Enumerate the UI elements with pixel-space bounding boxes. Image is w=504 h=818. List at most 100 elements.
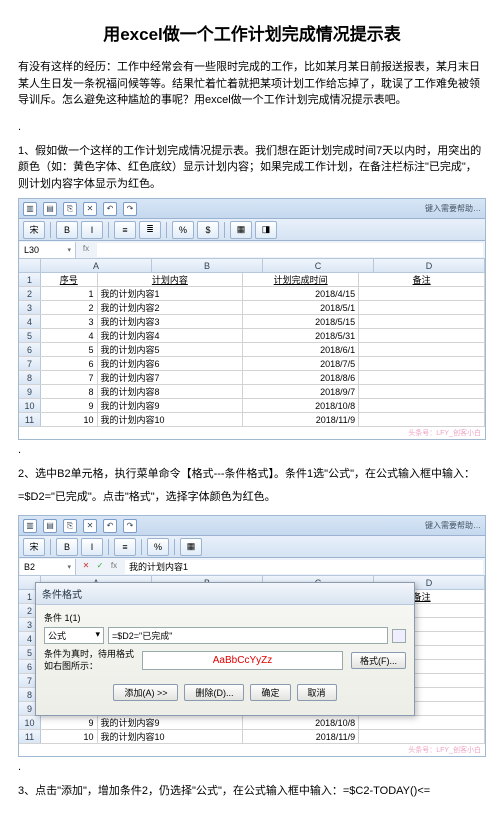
cell[interactable]: 5	[41, 343, 98, 356]
cell[interactable]: 9	[41, 716, 98, 729]
cell[interactable]: 7	[41, 371, 98, 384]
qat-icon[interactable]: ▥	[23, 202, 37, 216]
cell[interactable]: 2018/8/6	[243, 371, 359, 384]
cell[interactable]: 我的计划内容10	[98, 413, 244, 426]
cell[interactable]: 10	[41, 413, 98, 426]
cell[interactable]: 我的计划内容1	[98, 287, 244, 300]
col-header[interactable]: C	[263, 259, 374, 272]
delete-condition-button[interactable]: 删除(D)...	[184, 684, 244, 701]
cell[interactable]: 1	[41, 287, 98, 300]
toolbar-btn[interactable]: I	[81, 538, 103, 556]
qat-icon[interactable]: ▤	[43, 519, 57, 533]
cell[interactable]: 3	[41, 315, 98, 328]
toolbar-btn[interactable]: ▦	[180, 538, 202, 556]
header-cell[interactable]: 计划完成时间	[243, 273, 359, 286]
header-cell[interactable]: 备注	[359, 273, 485, 286]
toolbar-btn[interactable]: ≣	[139, 221, 161, 239]
qat-icon[interactable]: ▤	[43, 202, 57, 216]
toolbar-btn[interactable]: ≡	[114, 538, 136, 556]
formula-input[interactable]	[97, 243, 483, 257]
range-picker-icon[interactable]	[392, 629, 406, 643]
row-header[interactable]: 3	[19, 301, 41, 314]
row-header[interactable]: 6	[19, 343, 41, 356]
qat-icon[interactable]: ↷	[123, 202, 137, 216]
cell[interactable]	[359, 287, 485, 300]
font-btn[interactable]: 宋	[23, 221, 45, 239]
cell[interactable]: 2018/4/15	[243, 287, 359, 300]
row-header[interactable]: 11	[19, 413, 41, 426]
cell[interactable]	[359, 343, 485, 356]
cell[interactable]	[359, 413, 485, 426]
cell[interactable]	[359, 385, 485, 398]
toolbar-btn[interactable]: ≡	[114, 221, 136, 239]
cancel-button[interactable]: 取消	[297, 684, 337, 701]
qat-icon[interactable]: ✕	[83, 202, 97, 216]
toolbar-btn[interactable]: %	[147, 538, 169, 556]
col-header[interactable]: B	[152, 259, 263, 272]
cell[interactable]: 我的计划内容2	[98, 301, 244, 314]
row-header[interactable]: 10	[19, 716, 41, 729]
name-box[interactable]: B2▾	[20, 559, 76, 575]
accept-icon[interactable]: ✓	[94, 561, 106, 573]
row-header[interactable]: 2	[19, 287, 41, 300]
cell[interactable]	[359, 730, 485, 743]
cell[interactable]: 我的计划内容9	[98, 399, 244, 412]
formula-input[interactable]: 我的计划内容1	[125, 560, 483, 574]
row-header[interactable]: 1	[19, 273, 41, 286]
cell[interactable]: 2018/10/8	[243, 716, 359, 729]
qat-icon[interactable]: ↶	[103, 202, 117, 216]
qat-icon[interactable]: ⎘	[63, 519, 77, 533]
cancel-icon[interactable]: ✕	[80, 561, 92, 573]
toolbar-btn[interactable]: %	[172, 221, 194, 239]
cell[interactable]: 2018/5/15	[243, 315, 359, 328]
cell[interactable]: 9	[41, 399, 98, 412]
qat-icon[interactable]: ✕	[83, 519, 97, 533]
row-header[interactable]: 5	[19, 329, 41, 342]
row-header[interactable]: 8	[19, 371, 41, 384]
add-condition-button[interactable]: 添加(A) >>	[113, 684, 178, 701]
cell[interactable]: 我的计划内容10	[98, 730, 244, 743]
header-cell[interactable]: 序号	[41, 273, 98, 286]
cell[interactable]	[359, 716, 485, 729]
toolbar-btn[interactable]: B	[56, 221, 78, 239]
qat-icon[interactable]: ↶	[103, 519, 117, 533]
cell[interactable]: 2018/5/31	[243, 329, 359, 342]
cell[interactable]: 4	[41, 329, 98, 342]
header-cell[interactable]: 计划内容	[98, 273, 244, 286]
qat-icon[interactable]: ▥	[23, 519, 37, 533]
cell[interactable]: 2018/6/1	[243, 343, 359, 356]
cell[interactable]	[359, 399, 485, 412]
row-header[interactable]: 9	[19, 385, 41, 398]
cell[interactable]: 2018/7/5	[243, 357, 359, 370]
col-header[interactable]: A	[41, 259, 152, 272]
row-header[interactable]: 7	[19, 357, 41, 370]
cell[interactable]: 2018/9/7	[243, 385, 359, 398]
cell[interactable]	[359, 301, 485, 314]
toolbar-btn[interactable]: 宋	[23, 538, 45, 556]
fx-icon[interactable]: fx	[80, 244, 92, 256]
condition-type-select[interactable]: 公式▾	[44, 627, 104, 644]
col-header[interactable]: D	[374, 259, 485, 272]
row-header[interactable]: 10	[19, 399, 41, 412]
cell[interactable]: 2018/11/9	[243, 413, 359, 426]
toolbar-btn[interactable]: $	[197, 221, 219, 239]
cell[interactable]: 2018/11/9	[243, 730, 359, 743]
row-header[interactable]: 11	[19, 730, 41, 743]
cell[interactable]: 我的计划内容7	[98, 371, 244, 384]
cell[interactable]: 我的计划内容5	[98, 343, 244, 356]
cell[interactable]: 我的计划内容9	[98, 716, 244, 729]
cell[interactable]: 2018/5/1	[243, 301, 359, 314]
cell[interactable]	[359, 329, 485, 342]
qat-icon[interactable]: ↷	[123, 519, 137, 533]
cell[interactable]: 我的计划内容4	[98, 329, 244, 342]
format-button[interactable]: 格式(F)...	[351, 652, 406, 669]
cell[interactable]	[359, 315, 485, 328]
cell[interactable]: 8	[41, 385, 98, 398]
cell[interactable]: 2	[41, 301, 98, 314]
formula-input-box[interactable]: =$D2="已完成"	[108, 627, 388, 644]
cell[interactable]: 10	[41, 730, 98, 743]
toolbar-btn[interactable]: B	[56, 538, 78, 556]
toolbar-btn[interactable]: ◨	[255, 221, 277, 239]
cell[interactable]	[359, 371, 485, 384]
ok-button[interactable]: 确定	[250, 684, 290, 701]
